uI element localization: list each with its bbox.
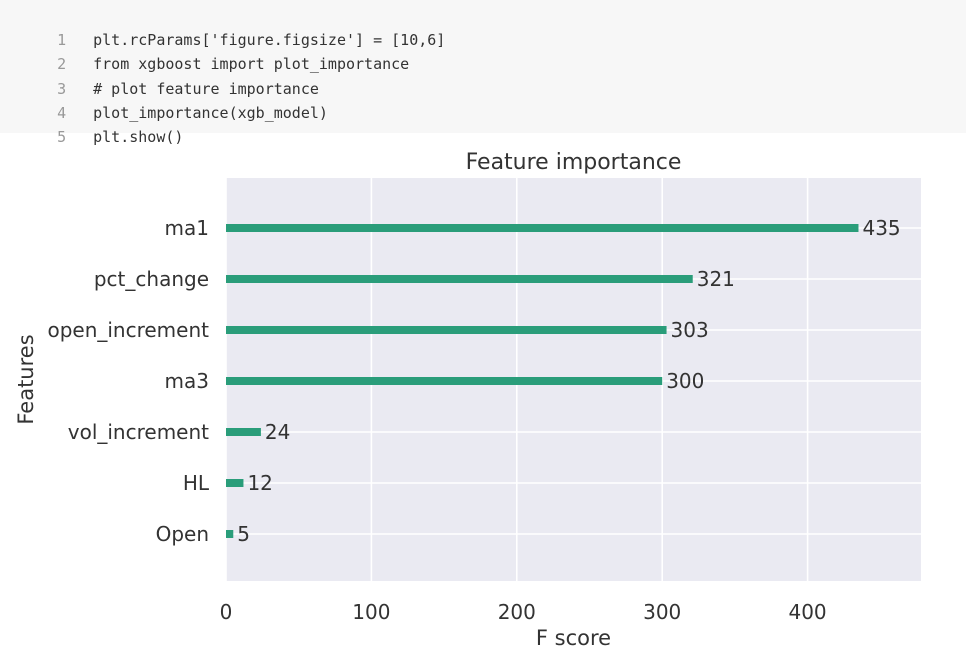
- bar: [226, 479, 244, 487]
- y-tick-label: Open: [156, 522, 209, 546]
- bar: [226, 377, 663, 385]
- line-number: 1: [57, 31, 67, 50]
- x-tick-label: 0: [220, 600, 233, 624]
- y-tick-label: vol_increment: [68, 420, 209, 444]
- code-text[interactable]: # plot feature importance: [93, 79, 319, 98]
- y-tick-label: pct_change: [94, 267, 209, 291]
- code-line: 5 plt.show(): [0, 101, 966, 146]
- y-tick-label: HL: [183, 471, 210, 495]
- bar-value-label: 435: [862, 216, 900, 240]
- y-tick-label: open_increment: [47, 318, 209, 342]
- line-number: 4: [57, 103, 67, 122]
- y-axis-label: Features: [14, 334, 38, 424]
- code-text[interactable]: from xgboost import plot_importance: [93, 55, 410, 74]
- x-tick-label: 400: [788, 600, 826, 624]
- y-tick-label: ma1: [165, 216, 209, 240]
- y-tick-label: ma3: [165, 369, 209, 393]
- y-tick-labels: ma1 pct_change open_increment ma3 vol_increm…: [47, 216, 209, 546]
- line-number: 2: [57, 55, 67, 74]
- x-tick-label: 300: [643, 600, 681, 624]
- line-number: 5: [57, 127, 67, 146]
- chart-title: Feature importance: [466, 150, 682, 175]
- code-text[interactable]: plot_importance(xgb_model): [93, 103, 328, 122]
- code-cell[interactable]: 1 plt.rcParams['figure.figsize'] = [10,6]…: [0, 0, 966, 146]
- code-line: 3 # plot feature importance: [0, 52, 966, 98]
- code-line: 1 plt.rcParams['figure.figsize'] = [10,6]: [0, 4, 966, 49]
- bar: [226, 326, 667, 334]
- bar-value-label: 321: [697, 267, 735, 291]
- bar-value-label: 303: [671, 318, 709, 342]
- bar-value-label: 5: [237, 522, 250, 546]
- code-line: 4 plot_importance(xgb_model): [0, 77, 966, 122]
- bar-value-label: 24: [265, 420, 290, 444]
- bar-value-label: 12: [247, 471, 272, 495]
- code-text[interactable]: plt.show(): [93, 127, 184, 146]
- x-tick-labels: 0 100 200 300 400: [220, 600, 827, 624]
- x-tick-label: 200: [498, 600, 536, 624]
- bar: [226, 224, 859, 232]
- bar: [226, 275, 693, 283]
- x-axis-label: F score: [536, 626, 611, 650]
- code-text[interactable]: plt.rcParams['figure.figsize'] = [10,6]: [93, 31, 446, 50]
- feature-importance-chart: 435 321 303 300 24 12 5 ma1 pct_change open_incr…: [14, 150, 921, 650]
- bar: [226, 530, 234, 538]
- line-number: 3: [57, 79, 67, 98]
- bar: [226, 428, 261, 436]
- code-line: 2 from xgboost import plot_importance: [0, 28, 966, 73]
- plot-output: 435 321 303 300 24 12 5 ma1 pct_change open_incr…: [0, 133, 966, 661]
- value-labels: 435 321 303 300 24 12 5: [237, 216, 900, 546]
- bar-value-label: 300: [666, 369, 704, 393]
- bars: [226, 224, 859, 538]
- x-tick-label: 100: [352, 600, 390, 624]
